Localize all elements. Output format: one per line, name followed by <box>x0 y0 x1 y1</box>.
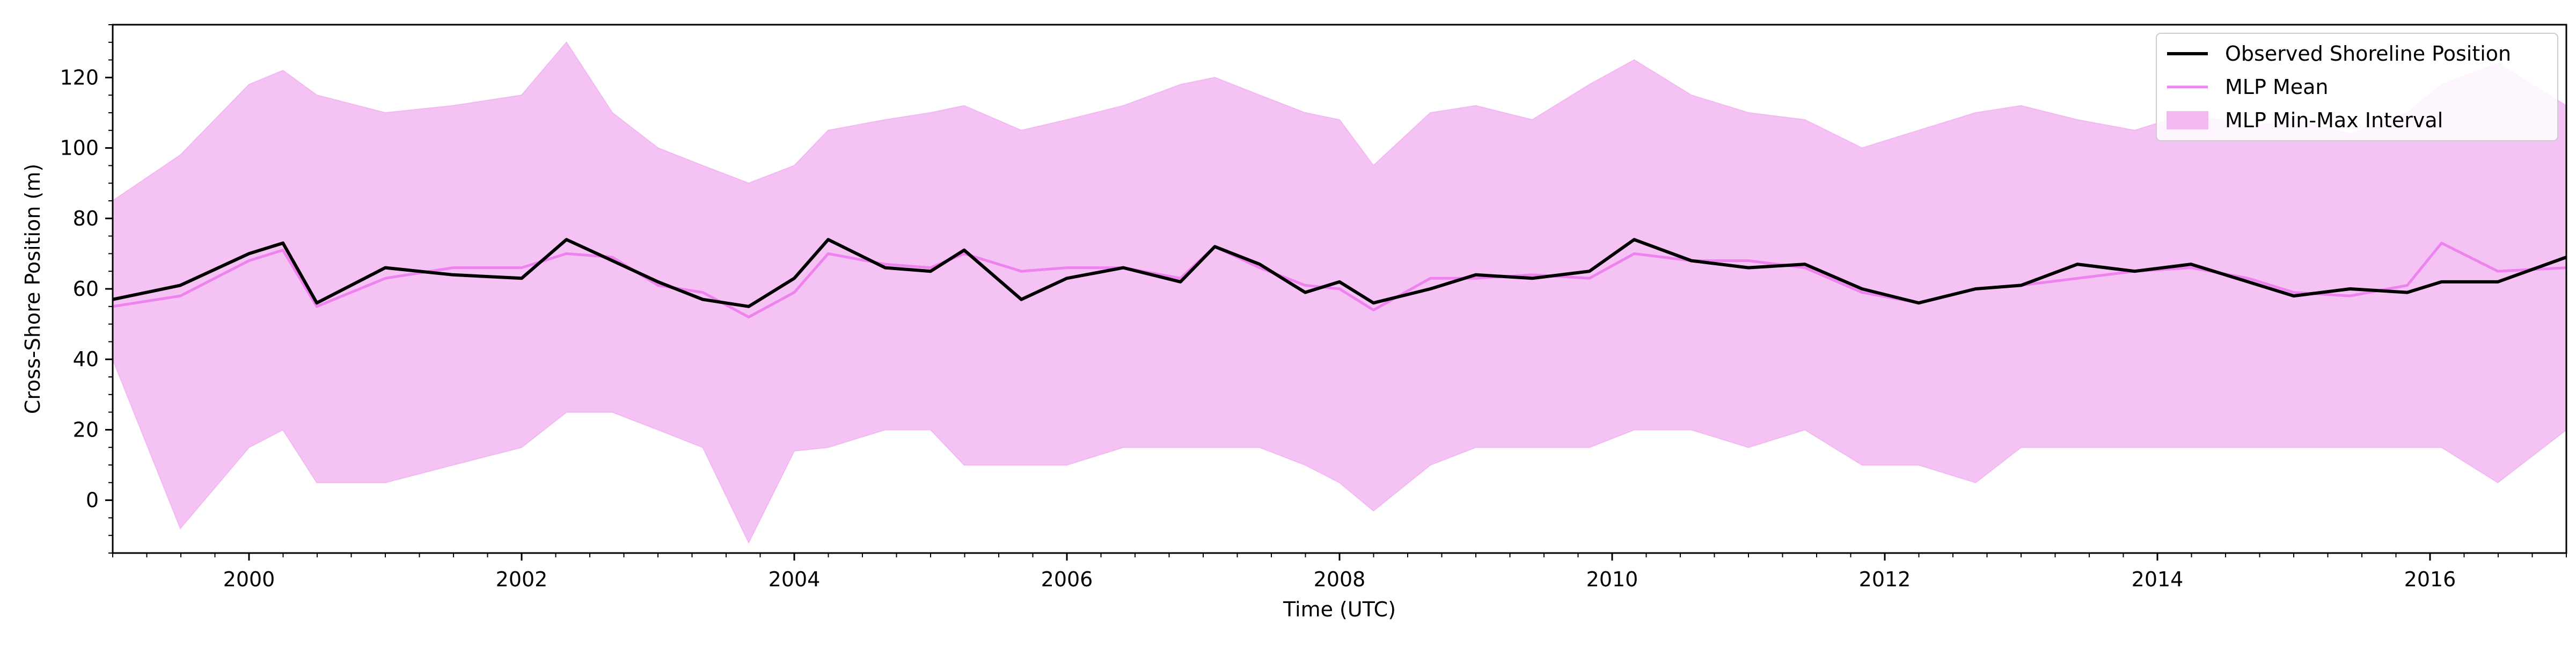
legend: Observed Shoreline Position MLP Mean MLP M… <box>2156 33 2558 141</box>
x-tick-label: 2008 <box>1314 568 1366 591</box>
legend-label-mlp-min-max-interval: MLP Min-Max Interval <box>2225 108 2443 132</box>
x-tick-label: 2000 <box>223 568 275 591</box>
y-tick-label: 60 <box>73 277 99 301</box>
x-tick-label: 2004 <box>769 568 821 591</box>
x-tick-label: 2016 <box>2404 568 2456 591</box>
legend-swatch-mlp-min-max-interval <box>2167 111 2208 129</box>
series-line-observed-shoreline-position <box>112 238 2567 308</box>
x-axis: 2000 2002 2004 2006 2008 2010 2012 2014 2016 <box>112 553 2567 591</box>
y-tick-label: 100 <box>60 136 99 160</box>
x-axis-label: Time (UTC) <box>1283 598 1396 621</box>
x-tick-label: 2002 <box>496 568 548 591</box>
plot-area <box>112 41 2567 544</box>
y-tick-label: 40 <box>73 347 99 371</box>
legend-label-mlp-mean: MLP Mean <box>2225 75 2329 99</box>
y-tick-label: 0 <box>86 489 99 512</box>
x-tick-label: 2012 <box>1859 568 1911 591</box>
y-axis: 0 20 40 60 80 100 120 <box>60 24 113 554</box>
legend-label-observed-shoreline-position: Observed Shoreline Position <box>2225 42 2511 66</box>
legend-box <box>2156 33 2558 141</box>
y-tick-label: 20 <box>73 418 99 441</box>
x-tick-label: 2006 <box>1041 568 1093 591</box>
y-axis-label: Cross-Shore Position (m) <box>21 164 45 414</box>
x-tick-label: 2010 <box>1586 568 1638 591</box>
x-tick-label: 2014 <box>2132 568 2184 591</box>
y-tick-label: 120 <box>60 66 99 89</box>
y-tick-label: 80 <box>73 207 99 230</box>
